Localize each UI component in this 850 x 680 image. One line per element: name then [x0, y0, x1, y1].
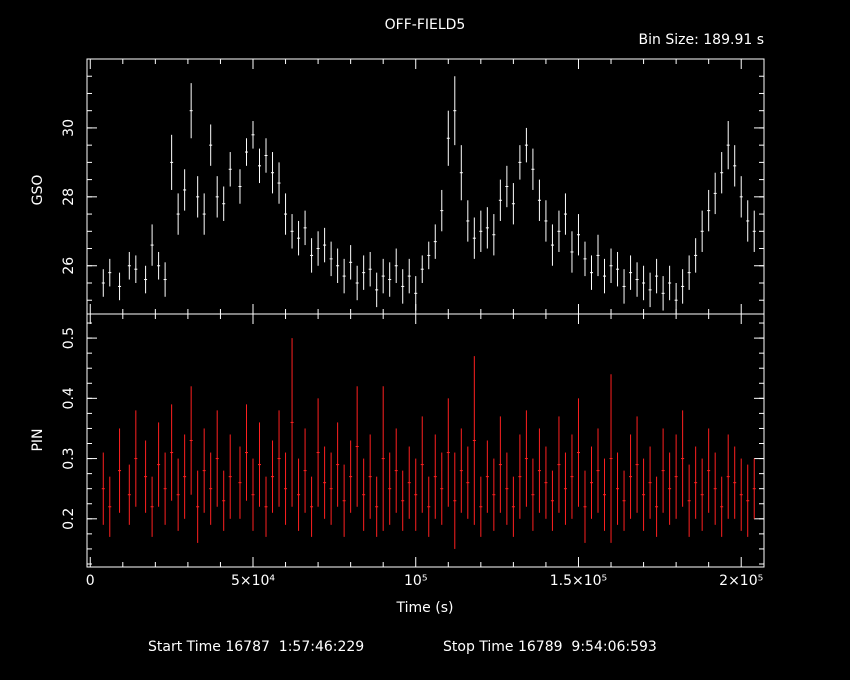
chart-title: OFF-FIELD5	[385, 17, 466, 33]
x-tick-label: 0	[86, 573, 95, 589]
bin-size-label: Bin Size: 189.91 s	[639, 32, 764, 48]
x-tick-label: 2×10⁵	[719, 573, 763, 589]
plot-frame	[86, 58, 765, 315]
x-tick-label: 1.5×10⁵	[550, 573, 607, 589]
y-tick-label: 0.4	[61, 387, 77, 409]
y-tick-label: 28	[61, 188, 77, 206]
y-tick-label: 0.5	[61, 327, 77, 349]
gso-axis-label: GSO	[30, 175, 46, 206]
gso-panel: 26 28 30	[61, 58, 765, 315]
y-tick-label: 30	[61, 119, 77, 137]
start-time-label: Start Time 16787 1:57:46:229	[148, 639, 364, 655]
x-tick-label: 5×10⁴	[231, 573, 275, 589]
x-tick-label: 10⁵	[404, 573, 427, 589]
pin-panel: 0.2 0.3 0.4 0.5 0 5×10⁴ 10⁵ 1.5×10⁵ 2×10⁵	[61, 313, 765, 589]
pin-axis-label: PIN	[30, 428, 46, 451]
plot-frame	[86, 313, 765, 568]
stop-time-label: Stop Time 16789 9:54:06:593	[443, 639, 657, 655]
y-tick-label: 0.3	[61, 447, 77, 469]
time-axis-label: Time (s)	[396, 600, 454, 616]
y-tick-label: 0.2	[61, 508, 77, 530]
y-tick-label: 26	[61, 257, 77, 275]
